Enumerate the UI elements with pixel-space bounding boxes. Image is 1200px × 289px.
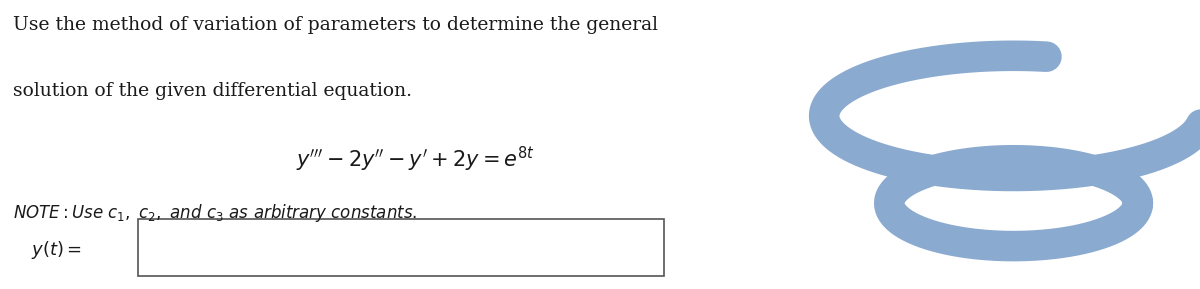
Text: Use the method of variation of parameters to determine the general: Use the method of variation of parameter…	[13, 16, 659, 34]
Text: $\mathit{NOTE: Use\ c_1,\ c_2,\ and\ c_3\ as\ arbitrary\ constants.}$: $\mathit{NOTE: Use\ c_1,\ c_2,\ and\ c_3…	[13, 202, 418, 224]
Text: solution of the given differential equation.: solution of the given differential equat…	[13, 81, 413, 99]
Text: $y''' - 2y'' - y' + 2y = e^{8t}$: $y''' - 2y'' - y' + 2y = e^{8t}$	[296, 144, 535, 174]
Text: $y(t) =$: $y(t) =$	[31, 239, 82, 262]
FancyBboxPatch shape	[138, 219, 665, 276]
